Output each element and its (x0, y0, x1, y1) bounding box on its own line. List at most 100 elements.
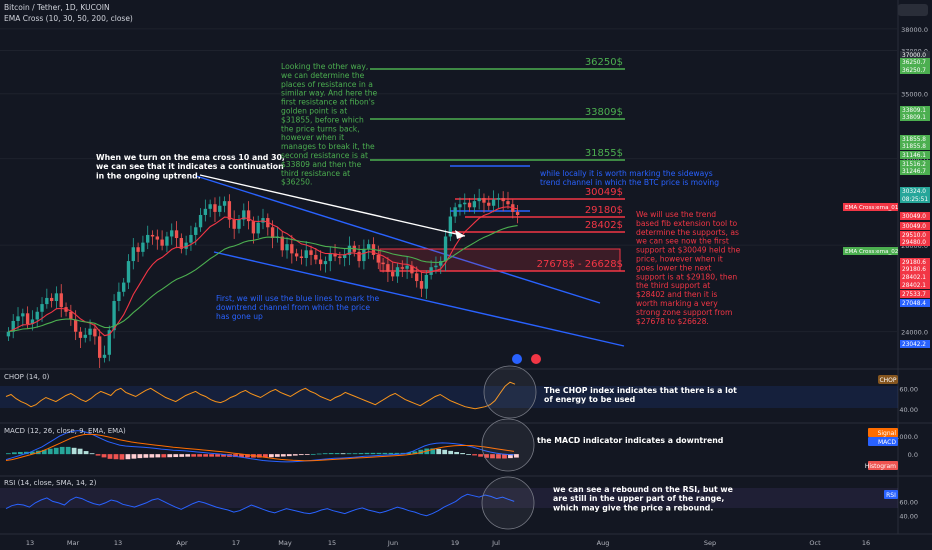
price-tag-7: 31146.1 (902, 153, 926, 159)
macd-hist-bar-36 (221, 454, 226, 457)
annotation-macd-line-0: the MACD indicator indicates a downtrend (537, 436, 723, 445)
top-right-control[interactable] (898, 4, 928, 16)
annotation-fib_resistance-line-0: Looking the other way, (281, 62, 368, 71)
price-tag-12: 30049.0 (902, 214, 926, 220)
candle-body-103 (501, 198, 505, 202)
candle-body-54 (266, 218, 270, 228)
ema-indicator-title: EMA Cross (10, 30, 50, 200, close) (4, 14, 133, 23)
candle-body-9 (49, 297, 54, 302)
candle-body-89 (434, 265, 438, 268)
macd-hist-bar-8 (53, 447, 59, 455)
candle-body-79 (386, 264, 390, 272)
macd-hist-bar-79 (478, 454, 483, 457)
candle-body-4 (25, 313, 30, 325)
ema-slow-line (8, 225, 518, 333)
macd-hist-bar-54 (328, 453, 334, 455)
macd-hist-bar-20 (125, 454, 131, 460)
x-tick-label-10: Aug (597, 539, 610, 547)
annotation-rsi: we can see a rebound on the RSI, but we a… (553, 485, 733, 512)
x-tick-label-9: Jul (491, 539, 500, 547)
price-tag-bg-20 (900, 290, 930, 298)
macd-hist-bar-56 (340, 453, 346, 455)
annotation-fib_support-line-6: goes lower the next (636, 263, 711, 272)
price-tag-9: 31246.7 (902, 169, 926, 175)
annotation-ema_cross-line-1: we can see that it indicates a continuat… (96, 162, 284, 171)
candle-body-106 (515, 211, 520, 215)
x-tick-label-3: Apr (176, 539, 188, 547)
price-tag-bg-13 (900, 222, 930, 230)
annotation-blue_lines: First, we will use the blue lines to mar… (216, 294, 380, 321)
annotation-fib_support-line-4: support at $30049 held the (636, 246, 741, 255)
annotation-chop-line-0: The CHOP index indicates that there is a… (544, 386, 737, 395)
price-tag-bg-2 (900, 66, 930, 74)
candle-body-64 (314, 254, 318, 260)
x-tick-label-11: Sep (704, 539, 716, 547)
macd-hist-bar-60 (364, 452, 370, 455)
macd-hist-bar-47 (286, 454, 292, 457)
annotation-fib_support-line-1: based fib extension tool to (636, 219, 738, 228)
candle-body-44 (218, 205, 222, 212)
rsi-tick-1: 60.00 (899, 498, 918, 506)
candle-body-77 (376, 254, 380, 263)
macd-hist-bar-2 (17, 451, 23, 455)
macd-hist-bar-1 (11, 452, 17, 455)
price-tag-5: 31855.8 (902, 137, 926, 143)
x-tick-label-0: 13 (26, 539, 34, 547)
candle-body-58 (285, 244, 289, 251)
macd-hist-bar-22 (137, 454, 143, 459)
candle-body-88 (429, 267, 433, 275)
price-tag-16: 29180.6 (902, 260, 926, 266)
price-tag-20: 27533.7 (902, 292, 926, 298)
candle-body-16 (83, 334, 87, 338)
event-marker-1 (512, 354, 522, 364)
macd-hist-bar-44 (268, 454, 274, 458)
macd-hist-bar-34 (209, 454, 214, 457)
macd-tag-1: MACD (878, 439, 896, 446)
candle-body-91 (443, 236, 448, 262)
candle-body-22 (112, 301, 116, 331)
level-label-6: 27678$ - 26628$ (537, 259, 623, 270)
level-label-5: 28402$ (585, 220, 623, 231)
rsi-line (5, 493, 515, 517)
price-tag-10: 30324.0 (902, 189, 926, 195)
macd-hist-bar-0 (6, 453, 11, 455)
macd-hist-bar-43 (263, 454, 268, 458)
price-tag-bg-4 (900, 113, 930, 121)
macd-hist-bar-30 (185, 454, 191, 457)
annotation-fib_resistance-line-9: manages to break it, the (281, 142, 375, 151)
candle-body-93 (453, 207, 457, 217)
annotation-rsi-line-2: which may give the price a rebound. (553, 503, 713, 512)
annotation-fib_support-line-11: strong zone support from (636, 308, 732, 317)
price-tag-11: 08:25:51 (902, 197, 928, 203)
candle-body-82 (400, 267, 404, 269)
candle-body-18 (93, 328, 97, 337)
candle-body-67 (328, 253, 332, 262)
annotation-fib_resistance-line-11: $33809 and then the (281, 160, 362, 169)
candle-body-84 (410, 265, 414, 274)
macd-hist-bar-85 (514, 454, 519, 458)
annotation-fib_resistance-line-2: places of resistance in a (281, 80, 373, 89)
macd-hist-bar-67 (406, 452, 412, 455)
candle-body-65 (318, 259, 323, 265)
candle-body-3 (21, 313, 25, 317)
ema-tag-1: EMA Cross:ema_02 (845, 249, 898, 255)
chop-tick-1: 60.00 (899, 385, 918, 393)
level-label-2: 31855$ (585, 148, 623, 159)
macd-hist-bar-15 (95, 454, 101, 456)
candle-body-19 (97, 336, 102, 358)
candle-body-100 (487, 202, 491, 206)
annotation-fib_resistance-line-5: golden point is at (281, 107, 347, 116)
candle-body-5 (30, 319, 35, 325)
candle-body-48 (237, 219, 241, 229)
macd-hist-bar-38 (233, 454, 238, 458)
candle-body-52 (256, 222, 260, 234)
level-label-3: 30049$ (585, 187, 623, 198)
x-tick-label-4: 17 (232, 539, 240, 547)
candle-body-10 (54, 293, 59, 302)
macd-hist-bar-62 (376, 452, 382, 455)
macd-hist-bar-83 (502, 454, 507, 459)
annotation-fib_support-line-0: We will use the trend (636, 210, 716, 219)
level-label-4: 29180$ (585, 205, 623, 216)
candle-body-28 (141, 242, 145, 252)
